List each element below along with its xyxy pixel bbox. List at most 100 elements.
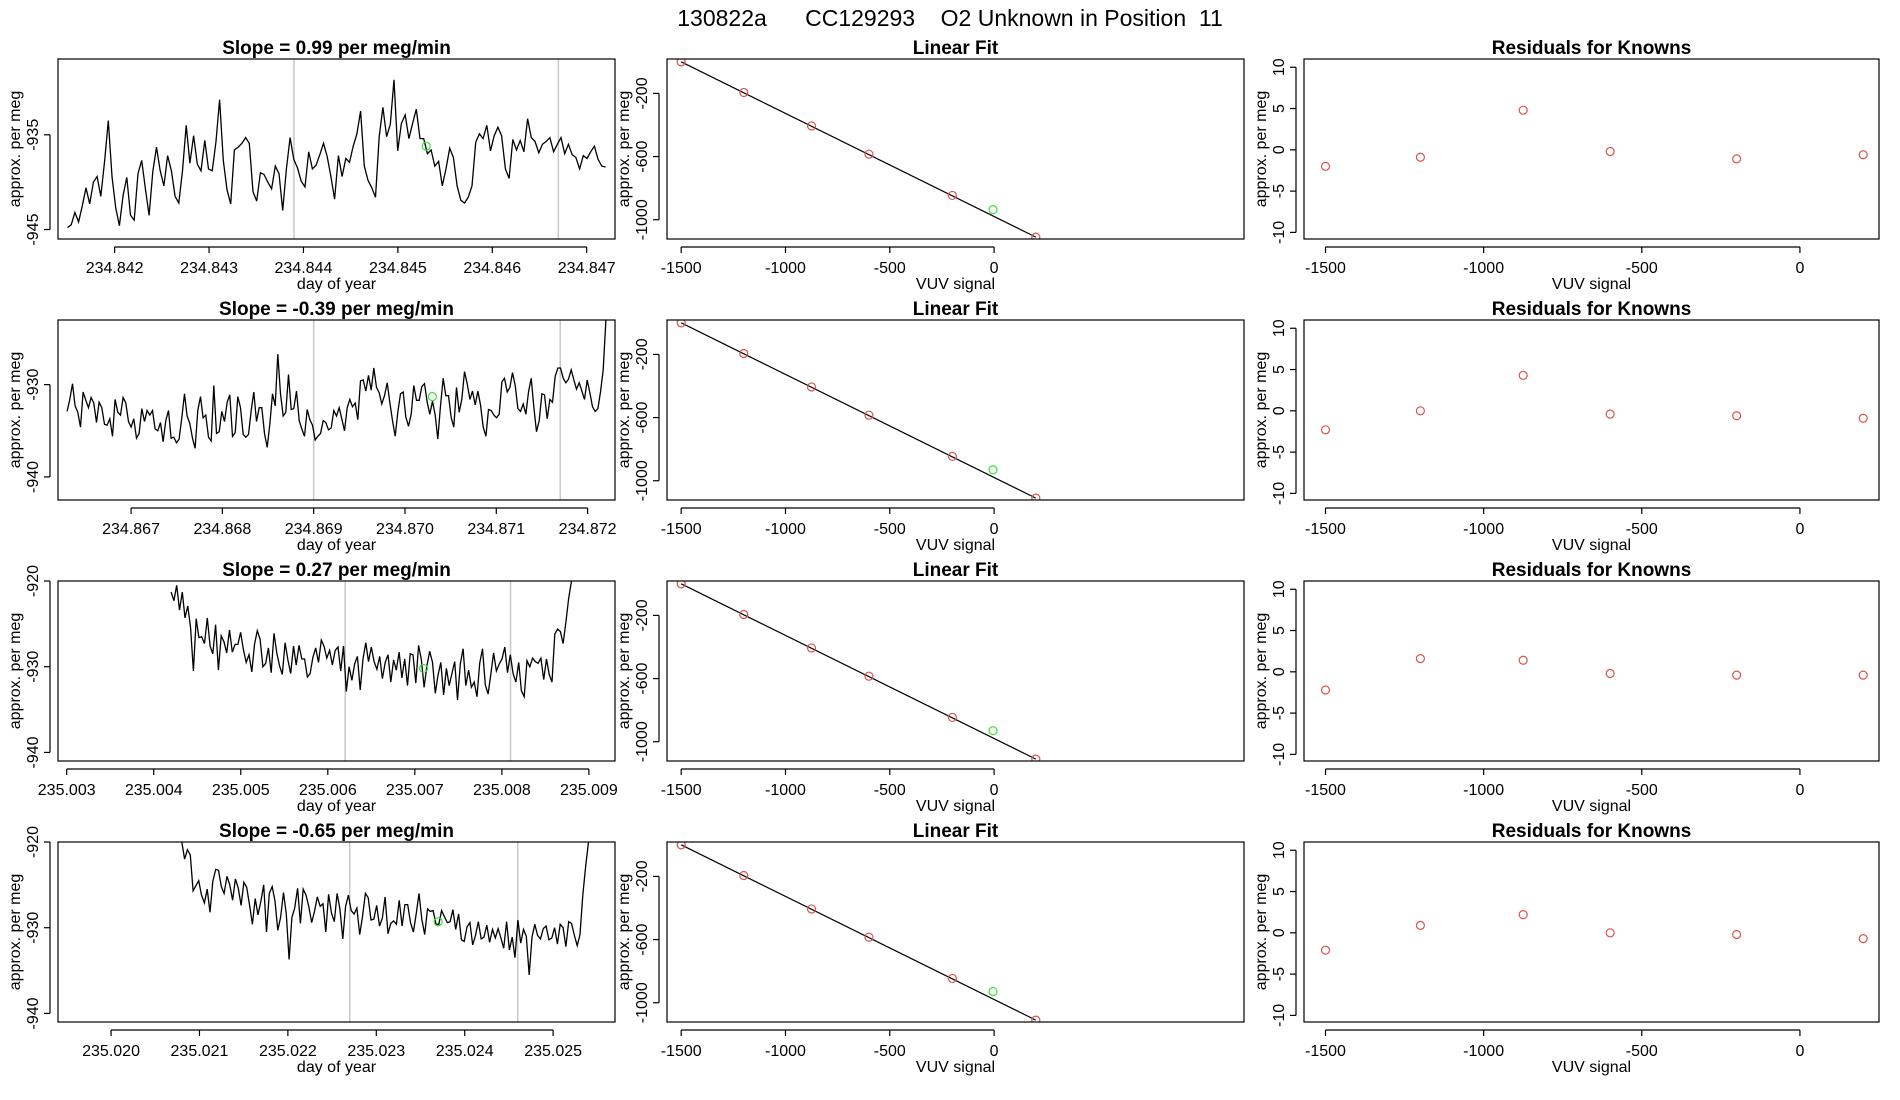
x-tick-label: -1500 bbox=[1305, 260, 1346, 277]
x-tick-label: 234.843 bbox=[180, 260, 238, 277]
known-point bbox=[806, 904, 817, 914]
unknown-point bbox=[418, 663, 429, 674]
known-point bbox=[864, 410, 874, 420]
y-tick-label: 10 bbox=[1271, 580, 1288, 598]
residual-point bbox=[1732, 154, 1742, 164]
known-point bbox=[676, 842, 686, 850]
unknown-point bbox=[988, 465, 998, 475]
x-tick-label: 234.869 bbox=[285, 521, 343, 538]
plot-frame bbox=[666, 841, 1245, 1023]
residual-point bbox=[1415, 920, 1425, 930]
known-point bbox=[864, 932, 874, 942]
y-tick-label: -600 bbox=[634, 923, 651, 955]
known-point bbox=[739, 870, 749, 881]
plot-frame bbox=[666, 580, 1245, 762]
known-point bbox=[864, 149, 874, 159]
x-tick-label: 235.022 bbox=[259, 1043, 317, 1060]
plot-area bbox=[676, 320, 1041, 500]
residual-point bbox=[1518, 105, 1528, 115]
x-tick-label: -1000 bbox=[765, 1043, 806, 1060]
y-tick-label: -5 bbox=[1271, 184, 1288, 198]
x-tick-label: 235.009 bbox=[560, 782, 618, 799]
x-tick-label: 235.006 bbox=[299, 782, 357, 799]
x-tick-label: -500 bbox=[1626, 521, 1658, 538]
page-title: 130822a CC129293 O2 Unknown in Position … bbox=[677, 5, 1223, 31]
residual-point bbox=[1320, 425, 1331, 435]
y-tick-label: 10 bbox=[1271, 319, 1288, 337]
known-point bbox=[864, 671, 874, 681]
known-point bbox=[1031, 493, 1041, 500]
panel-row2-time-series: Slope = -0.39 per meg/min 234.867 234.868 2… bbox=[7, 299, 617, 554]
residual-point bbox=[1415, 654, 1425, 664]
fit-line bbox=[680, 583, 1037, 760]
y-tick-label: -10 bbox=[1271, 743, 1288, 766]
x-tick-label: 235.021 bbox=[171, 1043, 229, 1060]
x-tick-label: 234.867 bbox=[102, 521, 160, 538]
series-line bbox=[181, 842, 590, 975]
plot-area bbox=[1320, 105, 1868, 171]
x-tick-label: -500 bbox=[1626, 1043, 1658, 1060]
plot-area bbox=[676, 59, 1041, 239]
unknown-point bbox=[427, 392, 437, 402]
plot-frame bbox=[1303, 841, 1880, 1023]
x-tick-label: -500 bbox=[874, 782, 906, 799]
known-point bbox=[1031, 1015, 1041, 1022]
x-tick-label: 0 bbox=[1795, 521, 1804, 538]
x-tick-label: 0 bbox=[1795, 1043, 1804, 1060]
y-tick-label: -945 bbox=[25, 213, 42, 245]
x-tick-label: 0 bbox=[1795, 782, 1804, 799]
y-tick-label: -940 bbox=[25, 461, 42, 493]
x-axis-label: day of year bbox=[297, 276, 377, 293]
x-tick-label: 235.007 bbox=[386, 782, 444, 799]
residual-point bbox=[1518, 910, 1528, 920]
x-tick-label: -1500 bbox=[661, 260, 702, 277]
y-tick-label: -920 bbox=[25, 565, 42, 597]
plot-frame bbox=[1303, 58, 1880, 240]
y-axis-label: approx. per meg bbox=[616, 91, 633, 208]
x-axis-label: VUV signal bbox=[916, 276, 995, 293]
panel-row3-time-series: Slope = 0.27 per meg/min 235.003 235.004 23… bbox=[7, 560, 618, 815]
y-axis-label: approx. per meg bbox=[7, 874, 24, 991]
plot-area bbox=[1320, 370, 1868, 435]
y-tick-label: -930 bbox=[25, 651, 42, 683]
x-tick-label: 234.871 bbox=[467, 521, 525, 538]
panel-row3-residuals: Residuals for Knowns -1500 -1000 -500 0 VUV s… bbox=[1253, 560, 1880, 815]
x-tick-label: -1000 bbox=[765, 260, 806, 277]
x-tick-label: 234.872 bbox=[559, 521, 617, 538]
known-point bbox=[739, 87, 749, 98]
known-point bbox=[947, 712, 957, 723]
known-point bbox=[947, 190, 957, 201]
plot-frame bbox=[57, 580, 616, 762]
y-tick-label: -200 bbox=[634, 338, 651, 370]
fit-line bbox=[680, 61, 1037, 238]
fit-line bbox=[680, 844, 1037, 1021]
plot-area bbox=[170, 581, 573, 761]
plot-area bbox=[181, 842, 590, 1022]
x-tick-label: -500 bbox=[1626, 260, 1658, 277]
panel-title: Residuals for Knowns bbox=[1492, 38, 1692, 59]
y-tick-label: -10 bbox=[1271, 221, 1288, 244]
x-tick-label: 234.868 bbox=[193, 521, 251, 538]
plot-area bbox=[676, 581, 1041, 761]
y-tick-label: -600 bbox=[634, 662, 651, 694]
panel-title: Residuals for Knowns bbox=[1492, 299, 1692, 320]
x-tick-label: -1000 bbox=[765, 782, 806, 799]
x-tick-label: 235.008 bbox=[473, 782, 531, 799]
y-axis-label: approx. per meg bbox=[616, 352, 633, 469]
y-tick-label: 5 bbox=[1271, 104, 1288, 113]
x-tick-label: -500 bbox=[1626, 782, 1658, 799]
y-tick-label: 0 bbox=[1271, 145, 1288, 154]
series-line bbox=[66, 320, 607, 449]
residual-point bbox=[1320, 945, 1331, 955]
plot-frame bbox=[57, 319, 616, 501]
y-tick-label: -1000 bbox=[634, 982, 651, 1023]
x-axis-label: day of year bbox=[297, 537, 377, 554]
y-tick-label: 5 bbox=[1271, 887, 1288, 896]
x-axis-label: VUV signal bbox=[916, 798, 995, 815]
y-tick-label: -200 bbox=[634, 77, 651, 109]
y-axis-label: approx. per meg bbox=[616, 874, 633, 991]
